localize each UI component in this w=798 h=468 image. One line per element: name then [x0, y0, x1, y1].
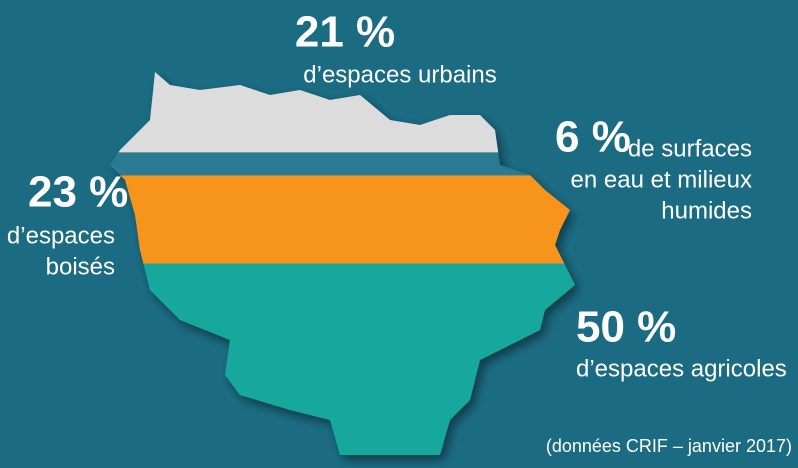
label: d’espaces urbains	[303, 61, 496, 88]
label: d’espaces	[7, 222, 115, 249]
label: boisés	[46, 253, 115, 280]
band	[110, 152, 575, 176]
value-label: 23 %	[28, 168, 128, 217]
label: en eau et milieux	[571, 166, 752, 193]
label: humides	[661, 197, 752, 224]
value-label: 50 %	[576, 303, 676, 352]
value-label: 21 %	[295, 8, 395, 57]
band	[110, 175, 575, 264]
value-label: 6 %	[555, 113, 631, 162]
label: de surfaces	[628, 135, 752, 162]
label: d’espaces agricoles	[576, 355, 787, 382]
source-note: (données CRIF – janvier 2017)	[546, 436, 792, 456]
